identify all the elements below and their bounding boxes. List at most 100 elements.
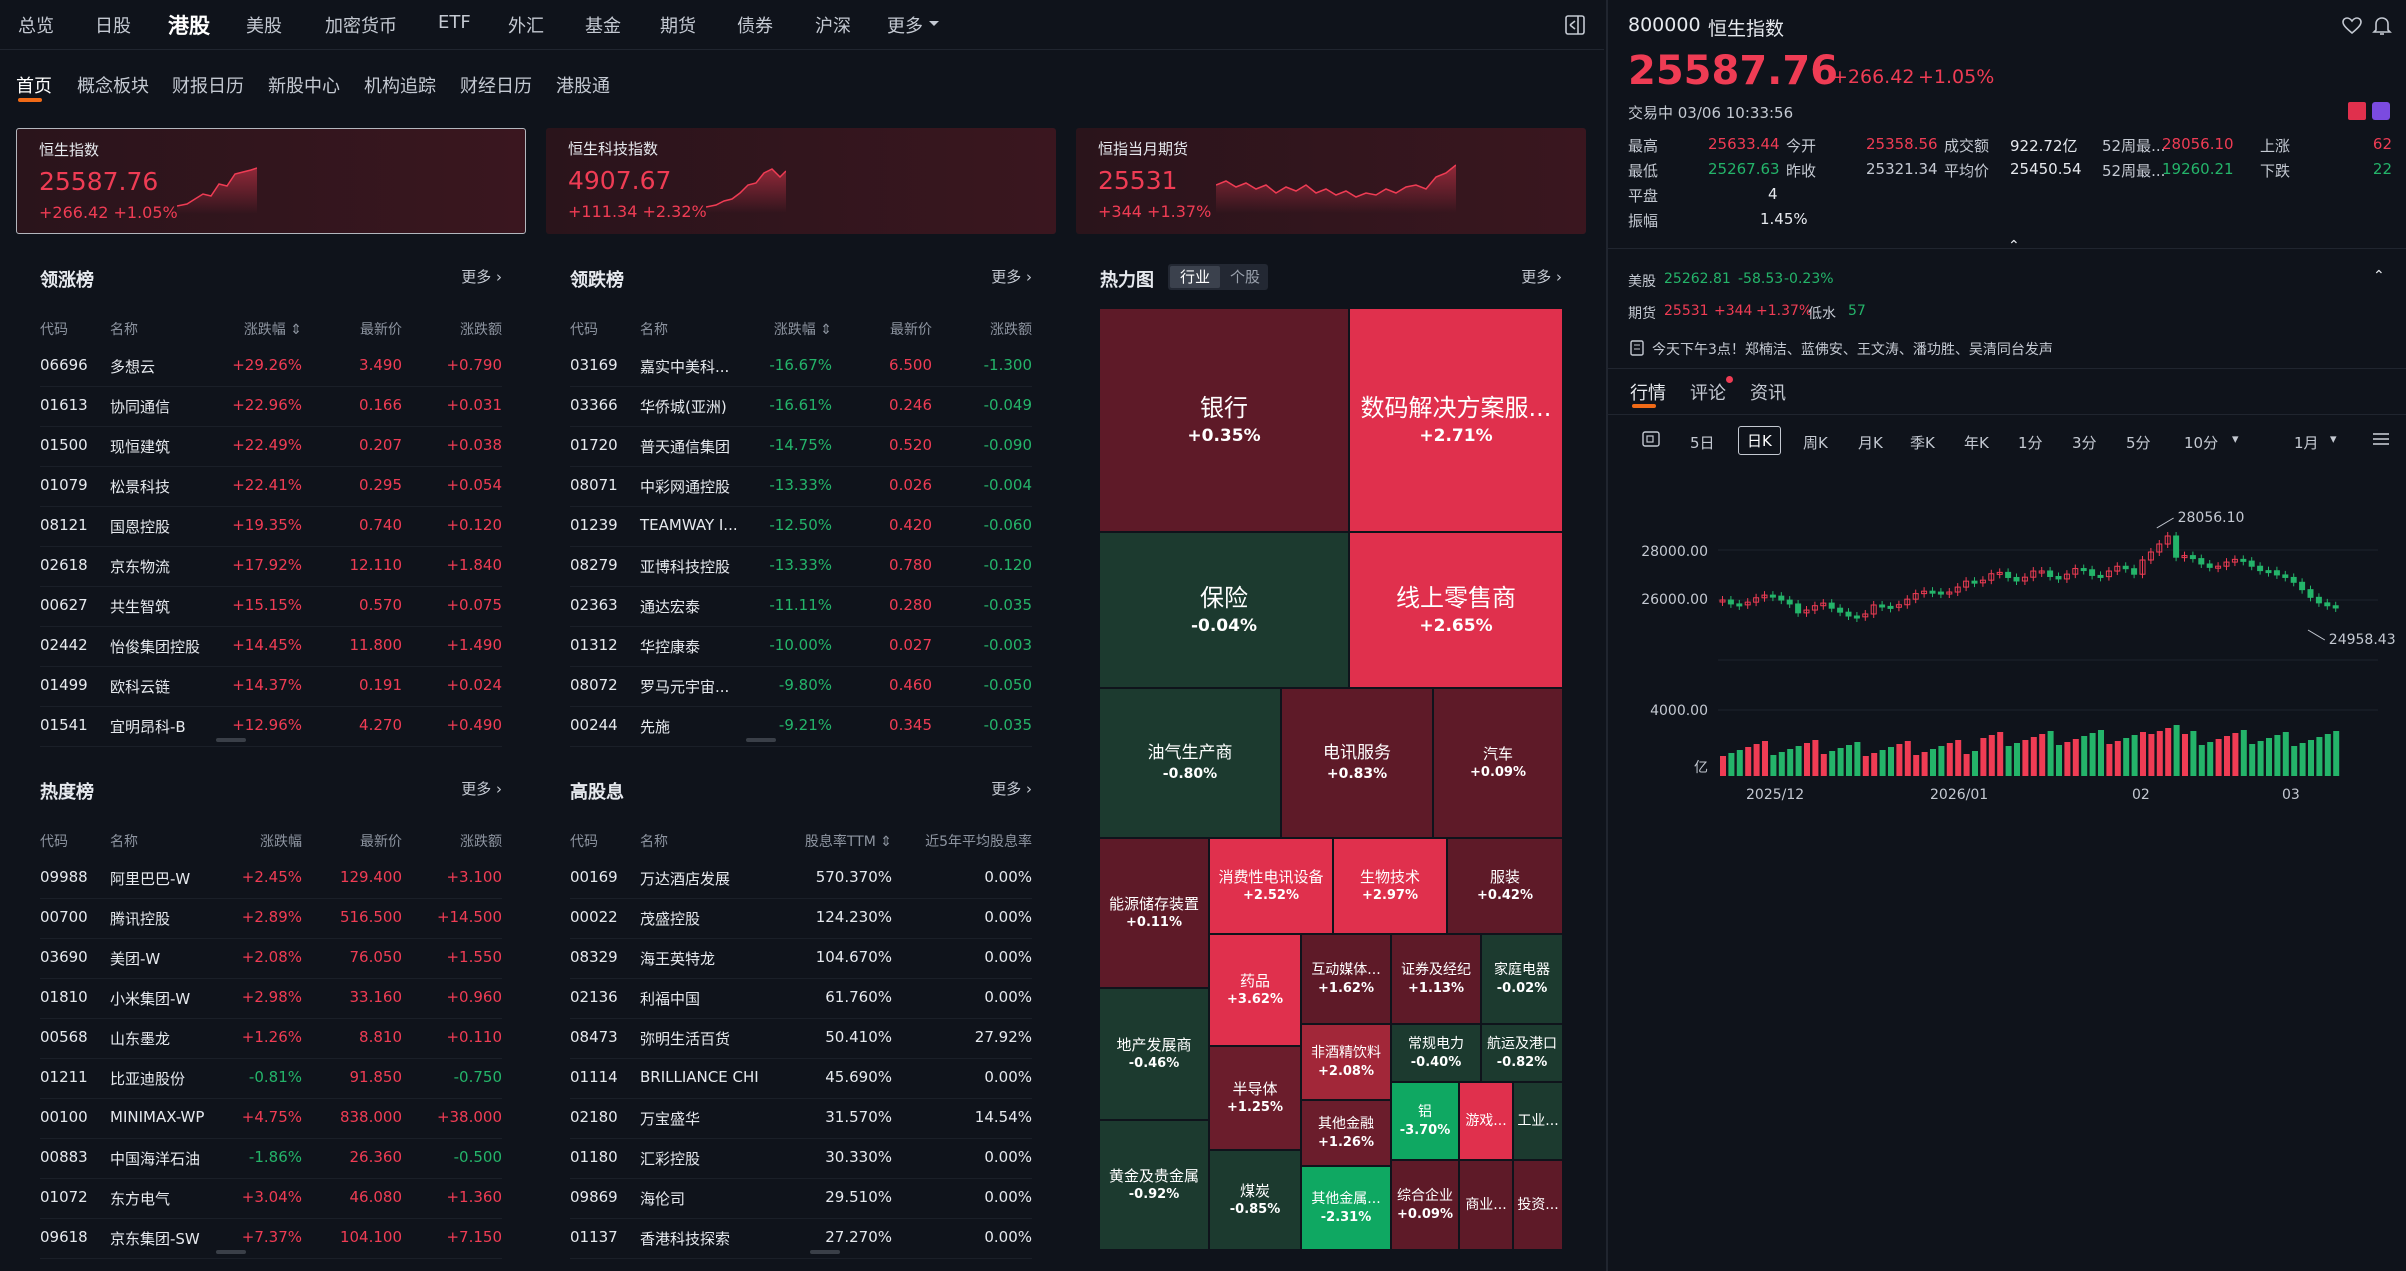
table-row[interactable]: 09869 海伦司 29.510% 0.00%: [570, 1179, 1032, 1219]
tab-earnings[interactable]: 财报日历: [172, 76, 244, 97]
col-header[interactable]: 涨跌额: [990, 322, 1032, 338]
tab-concepts[interactable]: 概念板块: [77, 76, 149, 97]
heatmap-tile[interactable]: 常规电力 -0.40%: [1392, 1025, 1480, 1081]
table-row[interactable]: 01613 协同通信 +22.96% 0.166 +0.031: [40, 387, 502, 427]
table-row[interactable]: 01720 普天通信集团 -14.75% 0.520 -0.090: [570, 427, 1032, 467]
table-row[interactable]: 01072 东方电气 +3.04% 46.080 +1.360: [40, 1179, 502, 1219]
table-row[interactable]: 09988 阿里巴巴-W +2.45% 129.400 +3.100: [40, 859, 502, 899]
tab-institution[interactable]: 机构追踪: [364, 76, 436, 97]
nav-futures[interactable]: 期货: [660, 16, 696, 37]
heatmap-tile[interactable]: 黄金及贵金属 -0.92%: [1100, 1121, 1208, 1249]
period-7[interactable]: 3分: [2072, 434, 2097, 452]
table-row[interactable]: 08071 中彩网通控股 -13.33% 0.026 -0.004: [570, 467, 1032, 507]
kline-chart[interactable]: 28000.00 26000.00 4000.00 亿 28056.10 24958.43…: [1608, 490, 2406, 820]
bell-icon[interactable]: [2372, 16, 2392, 36]
index-card-hsi[interactable]: 恒生指数 25587.76 +266.42 +1.05%: [16, 128, 526, 234]
table-row[interactable]: 00883 中国海洋石油 -1.86% 26.360 -0.500: [40, 1139, 502, 1179]
nav-etf[interactable]: ETF: [438, 12, 471, 33]
tab-calendar[interactable]: 财经日历: [460, 76, 532, 97]
col-header[interactable]: 涨跌额: [460, 322, 502, 338]
table-row[interactable]: 00022 茂盛控股 124.230% 0.00%: [570, 899, 1032, 939]
tab-home[interactable]: 首页: [16, 76, 52, 97]
nav-fx[interactable]: 外汇: [508, 16, 544, 37]
table-row[interactable]: 01180 汇彩控股 30.330% 0.00%: [570, 1139, 1032, 1179]
more-link[interactable]: 更多 ›: [991, 780, 1032, 798]
heatmap-tile[interactable]: 油气生产商 -0.80%: [1100, 689, 1280, 837]
table-row[interactable]: 00169 万达酒店发展 570.370% 0.00%: [570, 859, 1032, 899]
table-row[interactable]: 06696 多想云 +29.26% 3.490 +0.790: [40, 347, 502, 387]
nav-bond[interactable]: 债券: [737, 16, 773, 37]
tab-quote[interactable]: 行情: [1630, 383, 1666, 404]
heatmap-tile[interactable]: 服装 +0.42%: [1448, 839, 1562, 933]
table-row[interactable]: 01137 香港科技探索 27.270% 0.00%: [570, 1219, 1032, 1259]
heatmap-tile[interactable]: 线上零售商 +2.65%: [1350, 533, 1562, 687]
nav-fund[interactable]: 基金: [585, 16, 621, 37]
heatmap-tile[interactable]: 半导体 +1.25%: [1210, 1047, 1300, 1149]
table-row[interactable]: 08121 国恩控股 +19.35% 0.740 +0.120: [40, 507, 502, 547]
scroll-indicator[interactable]: [746, 738, 776, 742]
index-card-hsi-futures[interactable]: 恒指当月期货 25531 +344 +1.37%: [1076, 128, 1586, 234]
table-row[interactable]: 01079 松景科技 +22.41% 0.295 +0.054: [40, 467, 502, 507]
col-header[interactable]: 涨跌幅 ⇕: [243, 322, 302, 338]
nav-jp[interactable]: 日股: [95, 16, 131, 37]
period-9[interactable]: 10分: [2184, 434, 2219, 452]
heatmap-tile[interactable]: 互动媒体... +1.62%: [1302, 935, 1390, 1023]
sidebar-toggle-icon[interactable]: [1565, 15, 1585, 35]
col-header[interactable]: 涨跌幅: [260, 834, 302, 850]
period-2[interactable]: 周K: [1803, 434, 1828, 452]
heatmap-tile[interactable]: 保险 -0.04%: [1100, 533, 1348, 687]
table-row[interactable]: 01541 宜明昂科-B +12.96% 4.270 +0.490: [40, 707, 502, 747]
table-row[interactable]: 09618 京东集团-SW +7.37% 104.100 +7.150: [40, 1219, 502, 1259]
heatmap-tile[interactable]: 汽车 +0.09%: [1434, 689, 1562, 837]
col-header[interactable]: 近5年平均股息率: [925, 834, 1032, 850]
index-card-hstech[interactable]: 恒生科技指数 4907.67 +111.34 +2.32%: [546, 128, 1056, 234]
table-row[interactable]: 00100 MINIMAX-WP +4.75% 838.000 +38.000: [40, 1099, 502, 1139]
table-row[interactable]: 00568 山东墨龙 +1.26% 8.810 +0.110: [40, 1019, 502, 1059]
period-10[interactable]: 1月: [2294, 434, 2319, 452]
table-row[interactable]: 00627 共生智筑 +15.15% 0.570 +0.075: [40, 587, 502, 627]
nav-cn[interactable]: 沪深: [815, 16, 851, 37]
more-link[interactable]: 更多 ›: [461, 268, 502, 286]
table-row[interactable]: 03169 嘉实中美科... -16.67% 6.500 -1.300: [570, 347, 1032, 387]
tab-connect[interactable]: 港股通: [556, 76, 610, 97]
tab-ipo[interactable]: 新股中心: [268, 76, 340, 97]
table-row[interactable]: 08072 罗马元宇宙... -9.80% 0.460 -0.050: [570, 667, 1032, 707]
tab-comments[interactable]: 评论: [1690, 383, 1726, 404]
scroll-indicator[interactable]: [216, 738, 246, 742]
nav-overview[interactable]: 总览: [18, 16, 54, 37]
table-row[interactable]: 02363 通达宏泰 -11.11% 0.280 -0.035: [570, 587, 1032, 627]
heatmap-tile[interactable]: 数码解决方案服... +2.71%: [1350, 309, 1562, 531]
heatmap-tile[interactable]: 铝 -3.70%: [1392, 1083, 1458, 1159]
heatmap-tile[interactable]: 消费性电讯设备 +2.52%: [1210, 839, 1332, 933]
heatmap-tile[interactable]: 家庭电器 -0.02%: [1482, 935, 1562, 1023]
col-header[interactable]: 最新价: [360, 834, 402, 850]
heatmap-tile[interactable]: 其他金属... -2.31%: [1302, 1167, 1390, 1249]
heatmap-tile[interactable]: 商业...: [1460, 1161, 1512, 1249]
heatmap-tile[interactable]: 航运及港口 -0.82%: [1482, 1025, 1562, 1081]
table-row[interactable]: 02618 京东物流 +17.92% 12.110 +1.840: [40, 547, 502, 587]
scroll-indicator[interactable]: [216, 1250, 246, 1254]
heatmap-tile[interactable]: 游戏...: [1460, 1083, 1512, 1159]
heatmap-tile[interactable]: 电讯服务 +0.83%: [1282, 689, 1432, 837]
table-row[interactable]: 08329 海王英特龙 104.670% 0.00%: [570, 939, 1032, 979]
col-header[interactable]: 涨跌幅 ⇕: [773, 322, 832, 338]
table-row[interactable]: 01211 比亚迪股份 -0.81% 91.850 -0.750: [40, 1059, 502, 1099]
tab-industry[interactable]: 行业: [1170, 266, 1220, 288]
table-row[interactable]: 00244 先施 -9.21% 0.345 -0.035: [570, 707, 1032, 747]
nav-more[interactable]: 更多: [887, 16, 923, 37]
table-row[interactable]: 03690 美团-W +2.08% 76.050 +1.550: [40, 939, 502, 979]
table-row[interactable]: 03366 华侨城(亚洲) -16.61% 0.246 -0.049: [570, 387, 1032, 427]
period-4[interactable]: 季K: [1910, 434, 1935, 452]
table-row[interactable]: 01810 小米集团-W +2.98% 33.160 +0.960: [40, 979, 502, 1019]
col-header[interactable]: 涨跌额: [460, 834, 502, 850]
table-row[interactable]: 01500 现恒建筑 +22.49% 0.207 +0.038: [40, 427, 502, 467]
scroll-indicator[interactable]: [810, 1250, 840, 1254]
nav-us[interactable]: 美股: [246, 16, 282, 37]
table-row[interactable]: 02442 怡俊集团控股 +14.45% 11.800 +1.490: [40, 627, 502, 667]
collapse-icon[interactable]: ⌃: [2008, 238, 2020, 254]
heatmap-tile[interactable]: 地产发展商 -0.46%: [1100, 989, 1208, 1119]
heatmap-tile[interactable]: 能源储存装置 +0.11%: [1100, 839, 1208, 987]
chevron-up-icon[interactable]: ⌃: [2373, 268, 2385, 284]
tab-news[interactable]: 资讯: [1750, 383, 1786, 404]
table-row[interactable]: 01499 欧科云链 +14.37% 0.191 +0.024: [40, 667, 502, 707]
